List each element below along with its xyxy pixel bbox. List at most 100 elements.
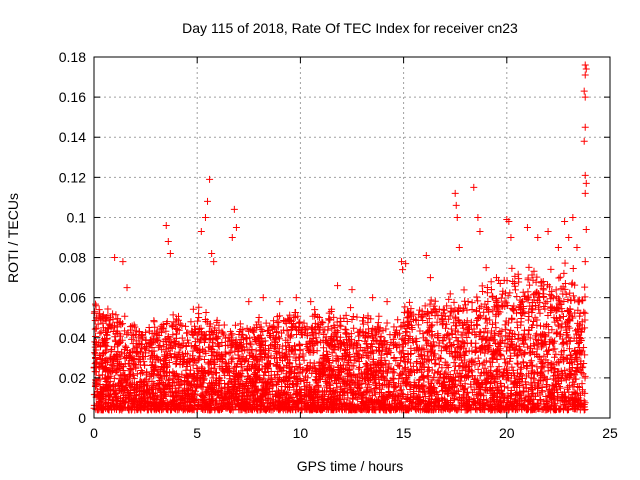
roti-point bbox=[104, 324, 112, 332]
roti-point bbox=[272, 328, 280, 336]
roti-point bbox=[96, 385, 104, 393]
roti-point bbox=[154, 403, 162, 411]
roti-point bbox=[110, 363, 118, 371]
roti-point bbox=[231, 384, 239, 392]
roti-point bbox=[360, 313, 368, 321]
roti-point bbox=[282, 373, 290, 381]
roti-point bbox=[202, 349, 210, 357]
roti-point bbox=[356, 384, 364, 392]
roti-point bbox=[398, 390, 406, 398]
roti-point bbox=[425, 327, 433, 335]
roti-point bbox=[167, 353, 175, 361]
roti-point bbox=[218, 366, 226, 374]
roti-point bbox=[400, 308, 408, 316]
roti-point bbox=[462, 301, 470, 309]
roti-point bbox=[549, 345, 557, 353]
roti-point bbox=[302, 404, 310, 412]
roti-point bbox=[445, 335, 453, 343]
roti-point bbox=[540, 363, 548, 371]
roti-point bbox=[112, 350, 120, 358]
roti-point bbox=[176, 395, 184, 403]
roti-point bbox=[314, 383, 322, 391]
roti-point bbox=[447, 404, 455, 412]
roti-point bbox=[535, 303, 543, 311]
roti-point bbox=[114, 358, 122, 366]
roti-point bbox=[140, 378, 148, 386]
roti-point bbox=[451, 313, 459, 321]
roti-point bbox=[165, 358, 173, 366]
roti-point bbox=[447, 307, 455, 315]
roti-point bbox=[516, 365, 524, 373]
roti-point bbox=[254, 357, 262, 365]
roti-point bbox=[390, 342, 398, 350]
roti-point bbox=[99, 406, 107, 414]
roti-point bbox=[99, 363, 107, 371]
roti-point bbox=[552, 286, 560, 294]
roti-point bbox=[246, 364, 254, 372]
roti-point bbox=[398, 371, 406, 379]
roti-point bbox=[208, 387, 216, 395]
roti-point bbox=[319, 364, 327, 372]
roti-point bbox=[150, 365, 158, 373]
roti-point bbox=[542, 375, 550, 383]
roti-point bbox=[114, 315, 122, 323]
roti-point bbox=[201, 335, 209, 343]
roti-point bbox=[262, 319, 270, 327]
roti-point bbox=[188, 381, 196, 389]
roti-point bbox=[517, 315, 525, 323]
roti-point bbox=[543, 380, 551, 388]
roti-point bbox=[341, 346, 349, 354]
roti-point bbox=[104, 305, 112, 313]
roti-point bbox=[297, 388, 305, 396]
roti-point bbox=[230, 375, 238, 383]
roti-point bbox=[487, 327, 495, 335]
roti-point bbox=[342, 346, 350, 354]
roti-point bbox=[412, 316, 420, 324]
roti-point bbox=[369, 401, 377, 409]
roti-point bbox=[430, 373, 438, 381]
roti-point bbox=[390, 388, 398, 396]
roti-point bbox=[188, 327, 196, 335]
roti-point bbox=[516, 296, 524, 304]
roti-point bbox=[145, 377, 153, 385]
roti-point bbox=[423, 337, 431, 345]
roti-point bbox=[153, 370, 161, 378]
roti-point bbox=[246, 339, 254, 347]
roti-point bbox=[425, 383, 433, 391]
roti-point bbox=[536, 298, 544, 306]
roti-point bbox=[255, 313, 263, 321]
roti-point bbox=[314, 313, 322, 321]
roti-point bbox=[148, 385, 156, 393]
roti-point bbox=[294, 376, 302, 384]
roti-point bbox=[482, 314, 490, 322]
roti-point bbox=[581, 283, 589, 291]
roti-point bbox=[503, 369, 511, 377]
roti-point bbox=[325, 315, 333, 323]
roti-point bbox=[350, 352, 358, 360]
roti-point bbox=[375, 344, 383, 352]
roti-point bbox=[251, 363, 259, 371]
roti-point bbox=[225, 349, 233, 357]
roti-point bbox=[242, 356, 250, 364]
roti-point bbox=[132, 385, 140, 393]
roti-point bbox=[286, 395, 294, 403]
roti-point bbox=[149, 335, 157, 343]
roti-point bbox=[110, 381, 118, 389]
roti-point bbox=[519, 358, 527, 366]
roti-point bbox=[443, 343, 451, 351]
roti-point bbox=[257, 339, 265, 347]
roti-point bbox=[326, 316, 334, 324]
roti-point bbox=[492, 324, 500, 332]
roti-point bbox=[191, 375, 199, 383]
roti-point bbox=[436, 373, 444, 381]
roti-point bbox=[114, 348, 122, 356]
roti-point bbox=[250, 353, 258, 361]
roti-point bbox=[137, 367, 145, 375]
roti-point bbox=[176, 402, 184, 410]
roti-point bbox=[460, 318, 468, 326]
roti-point bbox=[440, 306, 448, 314]
roti-point bbox=[565, 315, 573, 323]
roti-point bbox=[561, 259, 569, 267]
roti-point bbox=[448, 348, 456, 356]
roti-point bbox=[368, 331, 376, 339]
